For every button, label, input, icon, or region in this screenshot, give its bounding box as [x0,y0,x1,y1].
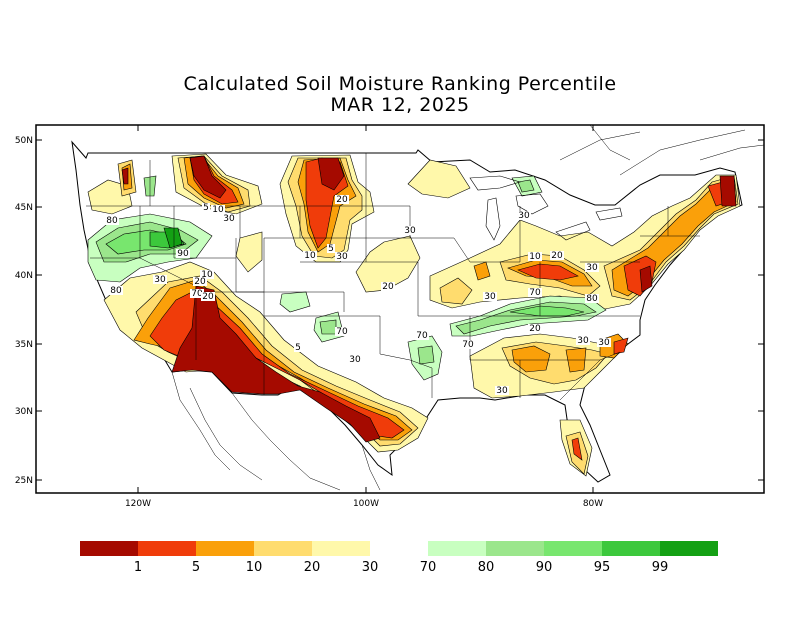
axis-ticks [36,125,764,493]
contour-label: 10 [529,252,541,262]
lat-tick-label: 25N [15,476,33,486]
legend-tick-label: 10 [246,560,263,575]
lat-tick-label: 30N [15,407,33,417]
contour-label: 30 [336,252,348,262]
contour-label: 10 [201,270,213,280]
map-frame [35,124,765,494]
legend-swatch [80,541,138,556]
legend-swatch [428,541,486,556]
legend-tick-label: 20 [304,560,321,575]
contour-label: 30 [598,338,610,348]
lat-tick-label: 35N [15,340,33,350]
band-0-1 [121,155,737,443]
state-borders [86,153,700,401]
contour-label: 70 [336,327,348,337]
contour-label: 20 [194,277,206,287]
legend: 1 5 10 20 30 70 80 90 95 99 [80,541,718,575]
contour-label: 70 [416,331,428,341]
map-title: Calculated Soil Moisture Ranking Percent… [183,73,617,95]
map-date: MAR 12, 2025 [330,94,470,116]
lon-tick-label: 120W [125,499,151,509]
axis-tick-labels: 50N 45N 40N 35N 30N 25N 120W 100W 80W [15,136,603,509]
legend-tick-label: 1 [134,560,142,575]
legend-tick-label: 30 [362,560,379,575]
contour-label: 80 [106,216,118,226]
legend-tick-label: 95 [594,560,611,575]
contour-label: 30 [223,214,235,224]
contour-label: 30 [496,386,508,396]
legend-tick-label: 70 [420,560,437,575]
contour-label: 5 [328,244,334,254]
contour-label: 20 [551,251,563,261]
legend-swatch [312,541,370,556]
legend-swatch [602,541,660,556]
contour-label: 70 [529,288,541,298]
contour-label: 30 [154,275,166,285]
great-lakes [469,175,623,241]
legend-swatch [486,541,544,556]
contour-label: 10 [212,205,224,215]
contour-label: 70 [462,340,474,350]
contour-label: 80 [110,286,122,296]
legend-swatch [196,541,254,556]
lat-tick-label: 40N [15,271,33,281]
lon-tick-label: 80W [583,499,603,509]
legend-tick-label: 5 [192,560,200,575]
contour-label: 30 [349,355,361,365]
lon-tick-label: 100W [353,499,379,509]
contour-label: 30 [518,211,530,221]
lat-tick-label: 50N [15,136,33,146]
contour-label: 70 [191,289,203,299]
contour-label: 20 [529,324,541,334]
neighbors [171,125,764,491]
contour-label: 20 [382,282,394,292]
contour-label: 30 [577,336,589,346]
map-area [71,125,764,491]
legend-swatch [138,541,196,556]
contour-label: 20 [202,292,214,302]
contour-label: 20 [336,195,348,205]
contour-label: 10 [304,251,316,261]
contour-label: 30 [404,226,416,236]
contour-label: 90 [177,249,189,259]
legend-swatch [544,541,602,556]
contour-label: 5 [295,343,301,353]
legend-tick-label: 80 [478,560,495,575]
contour-label: 80 [586,294,598,304]
band-wet [87,175,607,381]
legend-tick-label: 99 [652,560,669,575]
contour-label: 5 [203,203,209,213]
legend-swatch [254,541,312,556]
legend-tick-label: 90 [536,560,553,575]
contour-label: 30 [484,292,496,302]
contour-label: 30 [586,263,598,273]
legend-swatch [660,541,718,556]
lat-tick-label: 45N [15,203,33,213]
